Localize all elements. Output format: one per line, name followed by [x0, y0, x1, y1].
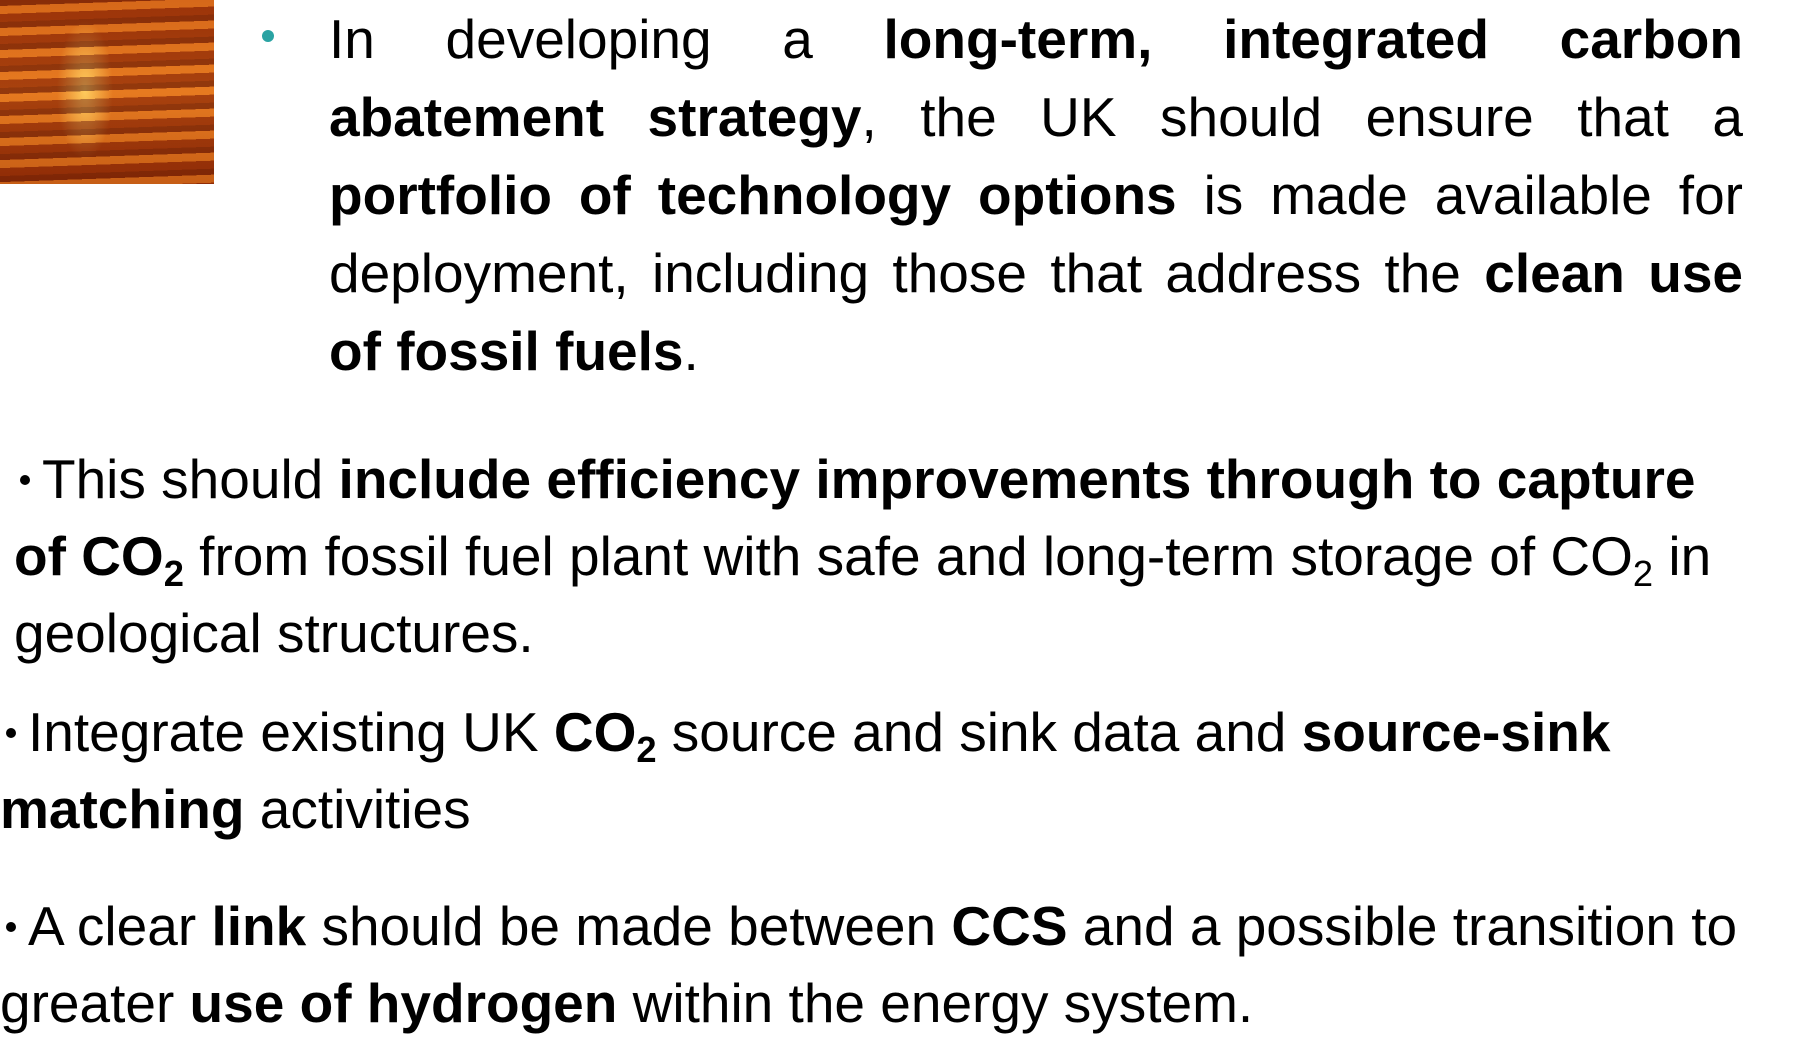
bold-text: link: [211, 895, 306, 957]
bullet: [6, 922, 16, 932]
text: source and sink data and: [657, 701, 1302, 763]
bold-text: portfolio of technology options: [329, 164, 1177, 226]
paragraph: Integrate existing UK CO2 source and sin…: [0, 694, 1790, 848]
bold-text: use of hydrogen: [190, 972, 618, 1034]
slide: In developing a long-term, integrated ca…: [0, 0, 1811, 1026]
bullet: [6, 728, 16, 738]
text: .: [684, 320, 699, 382]
text: This should: [42, 448, 339, 510]
bold-text: CO: [554, 701, 637, 763]
bullet: [20, 475, 30, 485]
paragraph: This should include efficiency improveme…: [14, 441, 1744, 672]
paragraph: In developing a long-term, integrated ca…: [329, 0, 1743, 390]
text: In developing a: [329, 8, 884, 70]
paragraph: A clear link should be made between CCS …: [0, 888, 1811, 1042]
bold-text: 2: [636, 729, 656, 770]
text: 2: [1633, 553, 1653, 594]
text: from fossil fuel plant with safe and lon…: [184, 525, 1633, 587]
text: A clear: [28, 895, 211, 957]
text: activities: [244, 778, 470, 840]
text: should be made between: [306, 895, 951, 957]
text: Integrate existing UK: [28, 701, 554, 763]
bold-text: 2: [164, 553, 184, 594]
bullet: [262, 30, 274, 42]
bold-text: CCS: [951, 895, 1067, 957]
text: within the energy system.: [617, 972, 1253, 1034]
photo: [0, 0, 214, 184]
text: , the UK should ensure that a: [862, 86, 1743, 148]
